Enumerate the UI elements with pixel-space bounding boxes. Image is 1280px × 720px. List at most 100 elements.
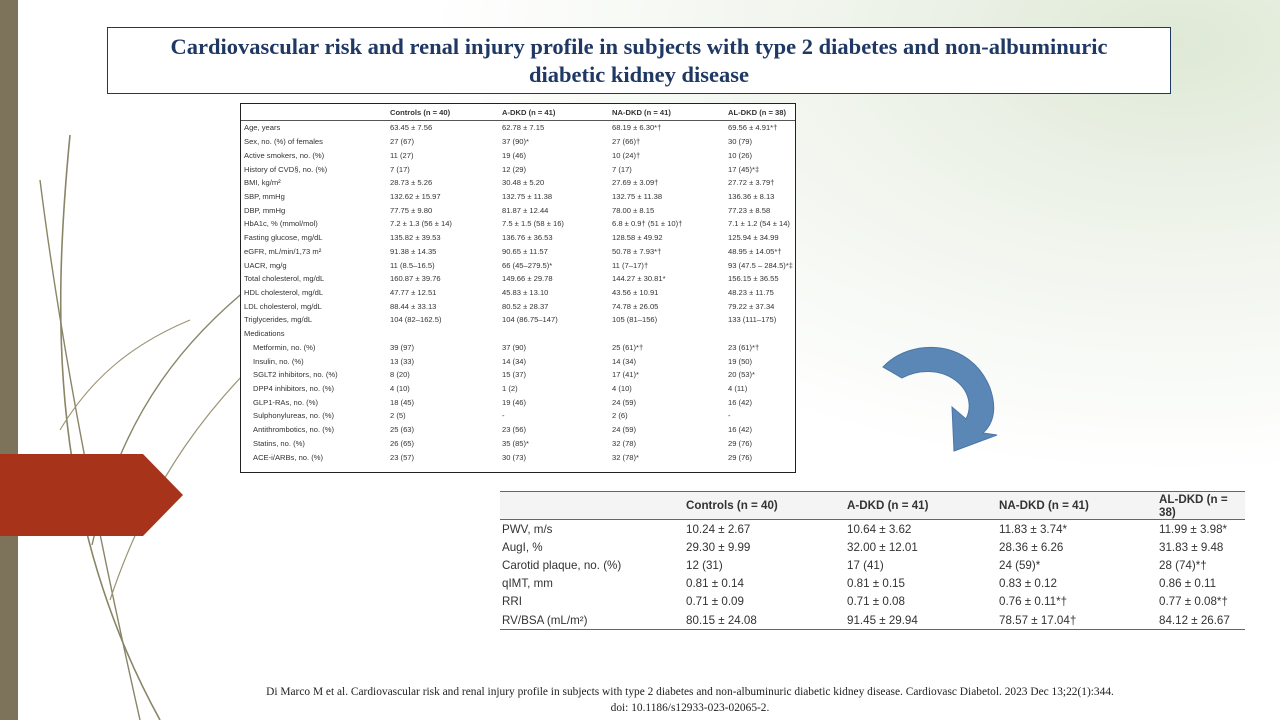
table-cell: 78.00 ± 8.15 [612,205,655,215]
table-cell: 48.23 ± 11.75 [728,287,774,297]
table-cell: 79.22 ± 37.34 [728,301,775,311]
row-label: Statins, no. (%) [253,438,305,448]
table-cell: 91.45 ± 29.94 [845,610,997,631]
table-cell: 24 (59)* [999,558,1041,572]
table-cell: 17 (45)*‡ [728,164,760,174]
table-row: HbA1c, % (mmol/mol) 7.2 ± 1.3 (56 ± 14) 7.… [241,217,795,231]
table-row: SBP, mmHg 132.62 ± 15.97 132.75 ± 11.38 132… [241,190,795,204]
table-row: PWV, m/s 10.24 ± 2.67 10.64 ± 3.62 11.83 ± … [500,520,1245,539]
table-cell: 136.76 ± 36.53 [502,233,553,243]
table-cell: 6.8 ± 0.9† (51 ± 10)† [612,219,683,229]
table-cell: 32 (78) [612,438,637,448]
table-cell: 12 (29) [502,164,527,174]
table-cell: 7.2 ± 1.3 (56 ± 14) [390,219,452,229]
table-cell: 136.36 ± 8.13 [728,191,775,201]
table-cell: 24 (59) [612,425,637,435]
table-cell: 10 (24)† [612,150,641,160]
table-cell: 26 (65) [390,438,415,448]
table-cell: 133 (111–175) [728,315,777,325]
table-row: RRI 0.71 ± 0.09 0.71 ± 0.08 0.76 ± 0.11*† 0.… [500,593,1245,611]
table-row: HDL cholesterol, mg/dL 47.77 ± 12.51 45.83… [241,286,795,300]
row-label: History of CVD§, no. (%) [244,164,328,174]
table-row: Active smokers, no. (%) 11 (27) 19 (46) 10 … [241,148,795,162]
table-cell: 19 (46) [502,150,527,160]
table-cell: 43.56 ± 10.91 [612,287,659,297]
table-cell: 4 (10) [612,384,632,394]
row-label: BMI, kg/m² [244,178,281,188]
table-cell: 0.77 ± 0.08*† [1159,595,1228,609]
table-row: History of CVD§, no. (%) 7 (17) 12 (29) 7 (… [241,162,795,176]
table-row: AugI, % 29.30 ± 9.99 32.00 ± 12.01 28.36 ± … [500,538,1245,556]
curved-arrow-icon [882,346,998,452]
table-row: BMI, kg/m² 28.73 ± 5.26 30.48 ± 5.20 27.69 … [241,176,795,190]
table-cell: 12 (31) [686,558,723,572]
table-cell: 104 (86.75–147) [502,315,558,325]
table-cell: 14 (34) [502,356,527,366]
table-cell: 20 (53)* [728,370,756,380]
row-label: AugI, % [502,540,543,554]
table-cell [609,327,725,341]
table-cell: 18 (45) [390,397,415,407]
table-cell: 160.87 ± 39.76 [390,274,441,284]
table-row: DPP4 inhibitors, no. (%) 4 (10) 1 (2) 4 (10… [241,382,795,396]
row-label: Active smokers, no. (%) [244,150,325,160]
table-cell: 135.82 ± 39.53 [390,233,441,243]
table-cell: 45.83 ± 13.10 [502,287,549,297]
table-cell: 10.24 ± 2.67 [686,522,751,536]
row-label: qIMT, mm [502,577,553,591]
table-cell: 90.65 ± 11.57 [502,246,548,256]
column-header [500,491,684,520]
table-cell: 27 (67) [390,137,415,147]
table-cell: 29.30 ± 9.99 [686,540,751,554]
table-cell: 11 (8.5–16.5) [390,260,435,270]
table-row: UACR, mg/g 11 (8.5–16.5) 66 (45–279.5)* 11 … [241,258,795,272]
table-row: Age, years 63.45 ± 7.56 62.78 ± 7.15 68.19 … [241,121,795,135]
row-label: Medications [244,329,285,339]
row-label: PWV, m/s [502,522,553,536]
table-row: Antithrombotics, no. (%) 25 (63) 23 (56) 24… [241,423,795,437]
row-label: Triglycerides, mg/dL [244,315,313,325]
citation-line-1: Di Marco M et al. Cardiovascular risk an… [266,686,1114,698]
table-cell: 0.86 ± 0.11 [1159,577,1217,591]
row-label: Total cholesterol, mg/dL [244,274,325,284]
table-cell: 91.38 ± 14.35 [390,246,437,256]
table-cell: 1 (2) [502,384,518,394]
column-header [241,104,387,121]
table-cell: - [502,411,505,421]
table-cell: 28 (74)*† [1159,558,1207,572]
row-label: Sulphonylureas, no. (%) [253,411,335,421]
table-cell: 17 (41)* [612,370,640,380]
table-cell: 125.94 ± 34.99 [728,233,779,243]
column-header: AL-DKD (n = 38) [725,104,795,121]
citation: Di Marco M et al. Cardiovascular risk an… [150,684,1230,716]
table-cell: 4 (11) [728,384,748,394]
title-box: Cardiovascular risk and renal injury pro… [107,27,1171,94]
table-cell: 128.58 ± 49.92 [612,233,663,243]
table-cell: 13 (33) [390,356,415,366]
table-cell: 8 (20) [390,370,410,380]
table-cell [499,327,609,341]
table-cell: 2 (6) [612,411,628,421]
table-cell: 0.81 ± 0.15 [847,577,905,591]
table-cell: 7.1 ± 1.2 (54 ± 14) [728,219,790,229]
table-cell: 81.87 ± 12.44 [502,205,549,215]
table-row: DBP, mmHg 77.75 ± 9.80 81.87 ± 12.44 78.00 … [241,203,795,217]
table-cell: 23 (56) [502,425,527,435]
table-row: Carotid plaque, no. (%) 12 (31) 17 (41) 24 … [500,556,1245,574]
row-label: SBP, mmHg [244,191,285,201]
table-row: RV/BSA (mL/m²) 80.15 ± 24.08 91.45 ± 29.94… [500,610,1245,631]
table-cell: 23 (61)*† [728,342,760,352]
table-cell: 0.76 ± 0.11*† [999,595,1068,609]
table-cell: 11.99 ± 3.98* [1159,522,1228,536]
row-label: UACR, mg/g [244,260,287,270]
table-row: eGFR, mL/min/1,73 m² 91.38 ± 14.35 90.65 ±… [241,244,795,258]
table-cell: 69.56 ± 4.91*† [728,123,778,133]
left-accent-bar [0,0,18,720]
row-label: Insulin, no. (%) [253,356,304,366]
table-cell: 144.27 ± 30.81* [612,274,666,284]
vascular-renal-table: Controls (n = 40) A-DKD (n = 41) NA-DKD (n… [500,491,1245,641]
table-cell: 10.64 ± 3.62 [847,522,912,536]
table-cell: 77.75 ± 9.80 [390,205,433,215]
table-cell: 23 (57) [390,452,415,462]
table-cell [725,327,795,341]
